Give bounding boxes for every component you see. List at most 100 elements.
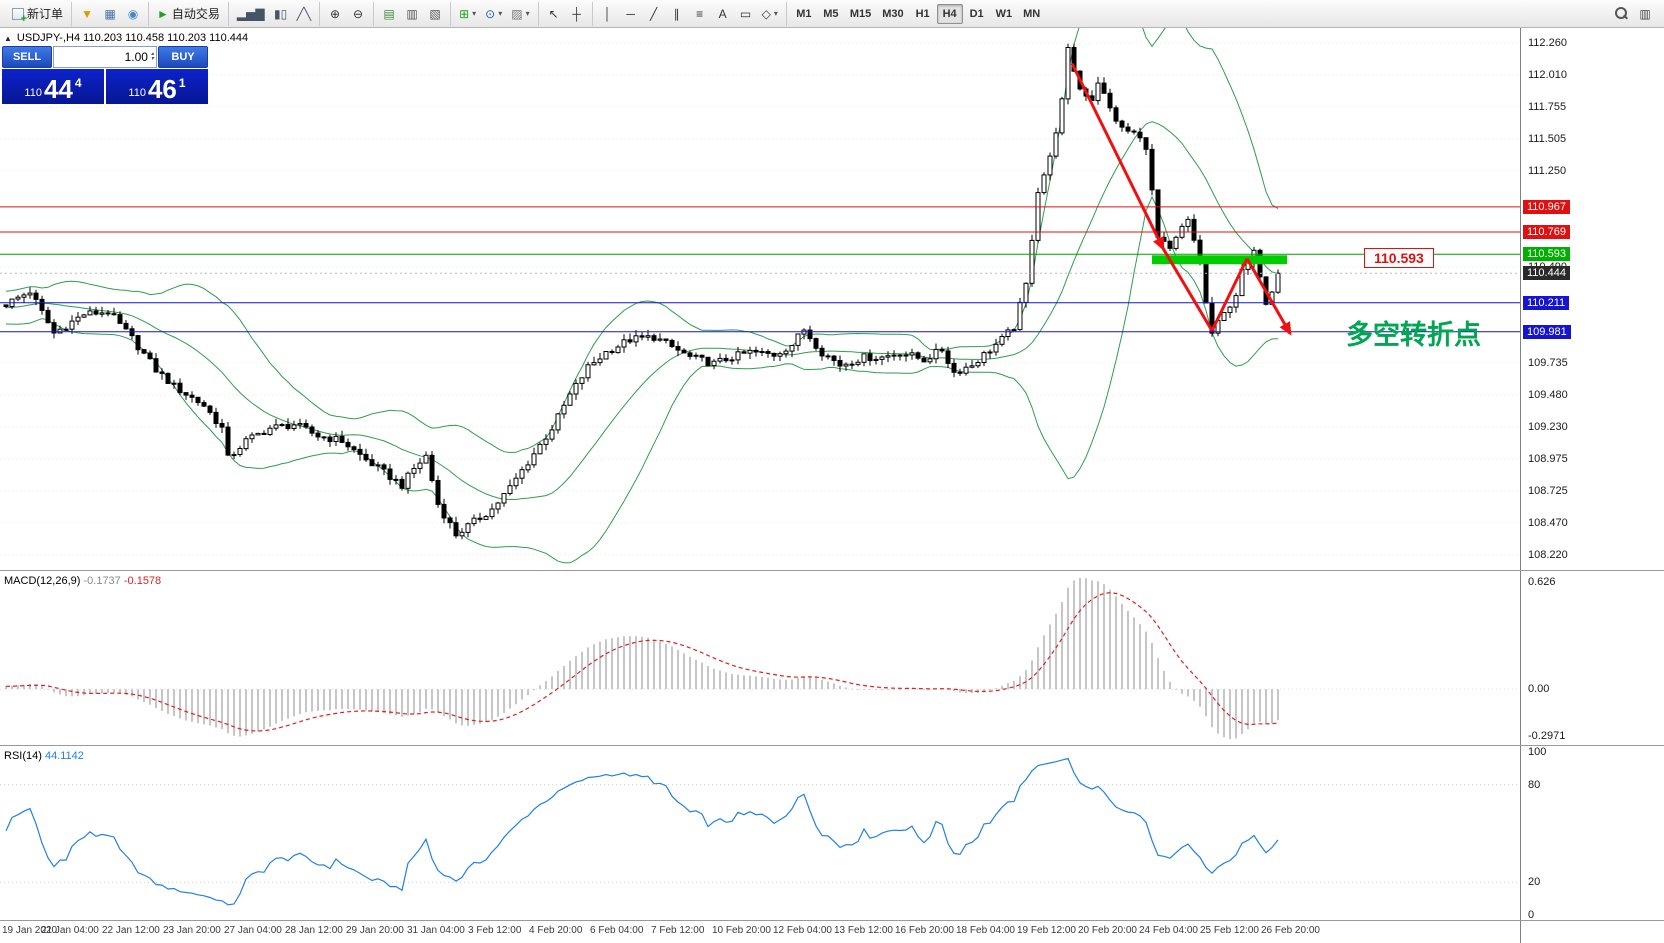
bollinger-band-l bbox=[5, 195, 1279, 564]
turning-point-annotation[interactable]: 多空转折点 bbox=[1346, 320, 1481, 350]
timeframe-H4[interactable]: H4 bbox=[936, 3, 963, 24]
chart-canvas[interactable] bbox=[0, 28, 1520, 943]
tile-windows-button[interactable]: ▥ bbox=[401, 3, 423, 25]
support-zone-rect[interactable] bbox=[1152, 255, 1287, 265]
rsi-timeaxis-splitter[interactable] bbox=[0, 920, 1664, 921]
candlestick-chart-button-icon: ▮▯ bbox=[274, 6, 288, 21]
price-badge: 110.967 bbox=[1523, 200, 1570, 214]
volume-stepper[interactable]: 1.00 ▴ ▾ bbox=[53, 46, 157, 68]
caret-down-icon: ▾ bbox=[525, 9, 530, 18]
help-button[interactable]: ◉ bbox=[122, 3, 144, 25]
timeframe-W1[interactable]: W1 bbox=[995, 7, 1013, 20]
volume-spinner-icons[interactable]: ▴ ▾ bbox=[150, 51, 154, 62]
magnifier-icon bbox=[1614, 7, 1628, 20]
price-tick: 108.725 bbox=[1528, 485, 1568, 497]
time-label: 22 Jan 12:00 bbox=[102, 925, 160, 936]
new-order-button[interactable]: 新订单 bbox=[8, 3, 67, 25]
collapse-triangle-icon[interactable]: ▲ bbox=[4, 33, 12, 43]
macd-name: MACD(12,26,9) bbox=[4, 575, 81, 587]
price-badge: 110.593 bbox=[1523, 247, 1570, 261]
price-tick: 108.220 bbox=[1528, 549, 1568, 561]
timeframe-M1[interactable]: M1 bbox=[796, 7, 812, 20]
chart-window-button[interactable]: ▦ bbox=[99, 3, 121, 25]
cascade-windows-button[interactable]: ▧ bbox=[424, 3, 446, 25]
vertical-line-tool-button[interactable]: │ bbox=[597, 3, 619, 25]
timeframe-D1[interactable]: D1 bbox=[969, 7, 984, 20]
market-filter-button[interactable]: ▼ bbox=[76, 3, 98, 25]
spinner-up-icon[interactable]: ▴ bbox=[150, 51, 154, 57]
one-click-trading-panel: SELL 1.00 ▴ ▾ BUY 110 44 4 110 46 1 bbox=[2, 46, 208, 104]
time-axis[interactable]: 19 Jan 2020 21 Jan 04:00 22 Jan 12:00 23 Ja… bbox=[0, 921, 1520, 943]
trend-arrow-0[interactable] bbox=[1070, 62, 1165, 251]
buy-button[interactable]: BUY bbox=[158, 46, 208, 68]
text-tool-button[interactable]: A bbox=[712, 3, 734, 25]
bear-candles bbox=[3, 47, 1269, 537]
timeframe-M5[interactable]: M5 bbox=[823, 7, 839, 20]
channel-tool-button[interactable]: ∥ bbox=[666, 3, 688, 25]
macd-indicator-label: MACD(12,26,9) -0.1737 -0.1578 bbox=[4, 575, 161, 587]
search-button[interactable] bbox=[1610, 3, 1632, 25]
time-label: 3 Feb 12:00 bbox=[468, 925, 522, 936]
horizontal-line-tool-button[interactable]: ─ bbox=[620, 3, 642, 25]
zoom-out-button[interactable]: ⊖ bbox=[347, 3, 369, 25]
vertical-line-tool-button-icon: │ bbox=[603, 6, 612, 21]
candlestick-chart-button[interactable]: ▮▯ bbox=[270, 3, 292, 25]
macd-min-tick: -0.2971 bbox=[1528, 730, 1566, 742]
trend-arrow-2[interactable] bbox=[1210, 257, 1249, 332]
main-toolbar: 新订单▼▦◉►自动交易▂▅▇▮▯╱╲⊕⊖▤▥▧⊞▾⊙▾▨▾↖┼│─╱∥≡A▭◇▾… bbox=[0, 0, 1664, 28]
zoom-in-button-icon: ⊕ bbox=[330, 6, 341, 21]
time-label: 18 Feb 04:00 bbox=[956, 925, 1015, 936]
label-tool-button[interactable]: ▭ bbox=[735, 3, 757, 25]
trendline-tool-button[interactable]: ╱ bbox=[643, 3, 665, 25]
zoom-in-button[interactable]: ⊕ bbox=[324, 3, 346, 25]
time-label: 28 Jan 12:00 bbox=[285, 925, 343, 936]
zoom-out-button-icon: ⊖ bbox=[353, 6, 364, 21]
rsi-value: 44.1142 bbox=[44, 750, 84, 762]
rsi-indicator-label: RSI(14) 44.1142 bbox=[4, 750, 84, 762]
price-axis[interactable]: 112.260 112.010 111.755 111.505 111.250 110.4… bbox=[1520, 28, 1664, 943]
rsi-tick: 80 bbox=[1528, 779, 1541, 791]
new-chart-button[interactable]: ▤ bbox=[378, 3, 400, 25]
timeframe-M15[interactable]: M15 bbox=[849, 7, 872, 20]
timeframe-H1[interactable]: H1 bbox=[915, 7, 930, 20]
panels-button-icon: ▥ bbox=[1639, 6, 1651, 21]
price-tick: 112.010 bbox=[1528, 69, 1567, 81]
templates-button[interactable]: ▨ ▾ bbox=[507, 3, 533, 25]
chart-area[interactable]: 112.260 112.010 111.755 111.505 111.250 110.4… bbox=[0, 28, 1664, 943]
cursor-tool-button[interactable]: ↖ bbox=[543, 3, 565, 25]
candle-wicks bbox=[5, 43, 1279, 540]
new-order-icon bbox=[12, 7, 27, 25]
new-order-button-label: 新订单 bbox=[27, 7, 64, 21]
price-tick: 112.260 bbox=[1528, 37, 1567, 49]
line-chart-button[interactable]: ╱╲ bbox=[293, 3, 315, 25]
indicators-button-icon: ⊞ bbox=[459, 6, 470, 21]
trend-arrow-1[interactable] bbox=[1161, 247, 1214, 332]
indicators-button[interactable]: ⊞ ▾ bbox=[455, 3, 480, 25]
periods-button[interactable]: ⊙ ▾ bbox=[481, 3, 506, 25]
tile-windows-button-icon: ▥ bbox=[406, 6, 418, 21]
trend-arrow-3[interactable] bbox=[1245, 257, 1292, 336]
time-label: 4 Feb 20:00 bbox=[529, 925, 583, 936]
sell-button[interactable]: SELL bbox=[2, 46, 52, 68]
timeframe-M30[interactable]: M30 bbox=[882, 7, 904, 20]
timeframe-MN[interactable]: MN bbox=[1023, 7, 1041, 20]
crosshair-tool-button[interactable]: ┼ bbox=[566, 3, 588, 25]
panels-button[interactable]: ▥ bbox=[1634, 3, 1656, 25]
bollinger-band-m bbox=[5, 121, 1279, 500]
shapes-tool-button[interactable]: ◇ ▾ bbox=[758, 3, 782, 25]
cursor-tool-button-icon: ↖ bbox=[548, 6, 559, 21]
volume-value: 1.00 bbox=[124, 50, 148, 64]
buy-price-display[interactable]: 110 46 1 bbox=[106, 69, 208, 104]
fibonacci-tool-button[interactable]: ≡ bbox=[689, 3, 711, 25]
sell-price-display[interactable]: 110 44 4 bbox=[2, 69, 104, 104]
bar-chart-button[interactable]: ▂▅▇ bbox=[233, 3, 269, 25]
main-macd-splitter[interactable] bbox=[0, 570, 1664, 571]
macd-zero-tick: 0.00 bbox=[1528, 683, 1550, 695]
price-tag-annotation[interactable]: 110.593 bbox=[1364, 248, 1434, 268]
spinner-down-icon[interactable]: ▾ bbox=[150, 56, 154, 62]
macd-rsi-splitter[interactable] bbox=[0, 745, 1664, 746]
price-badge: 110.211 bbox=[1523, 296, 1570, 310]
autotrade-button[interactable]: ► 自动交易 bbox=[153, 3, 224, 25]
templates-button-icon: ▨ bbox=[511, 6, 523, 21]
